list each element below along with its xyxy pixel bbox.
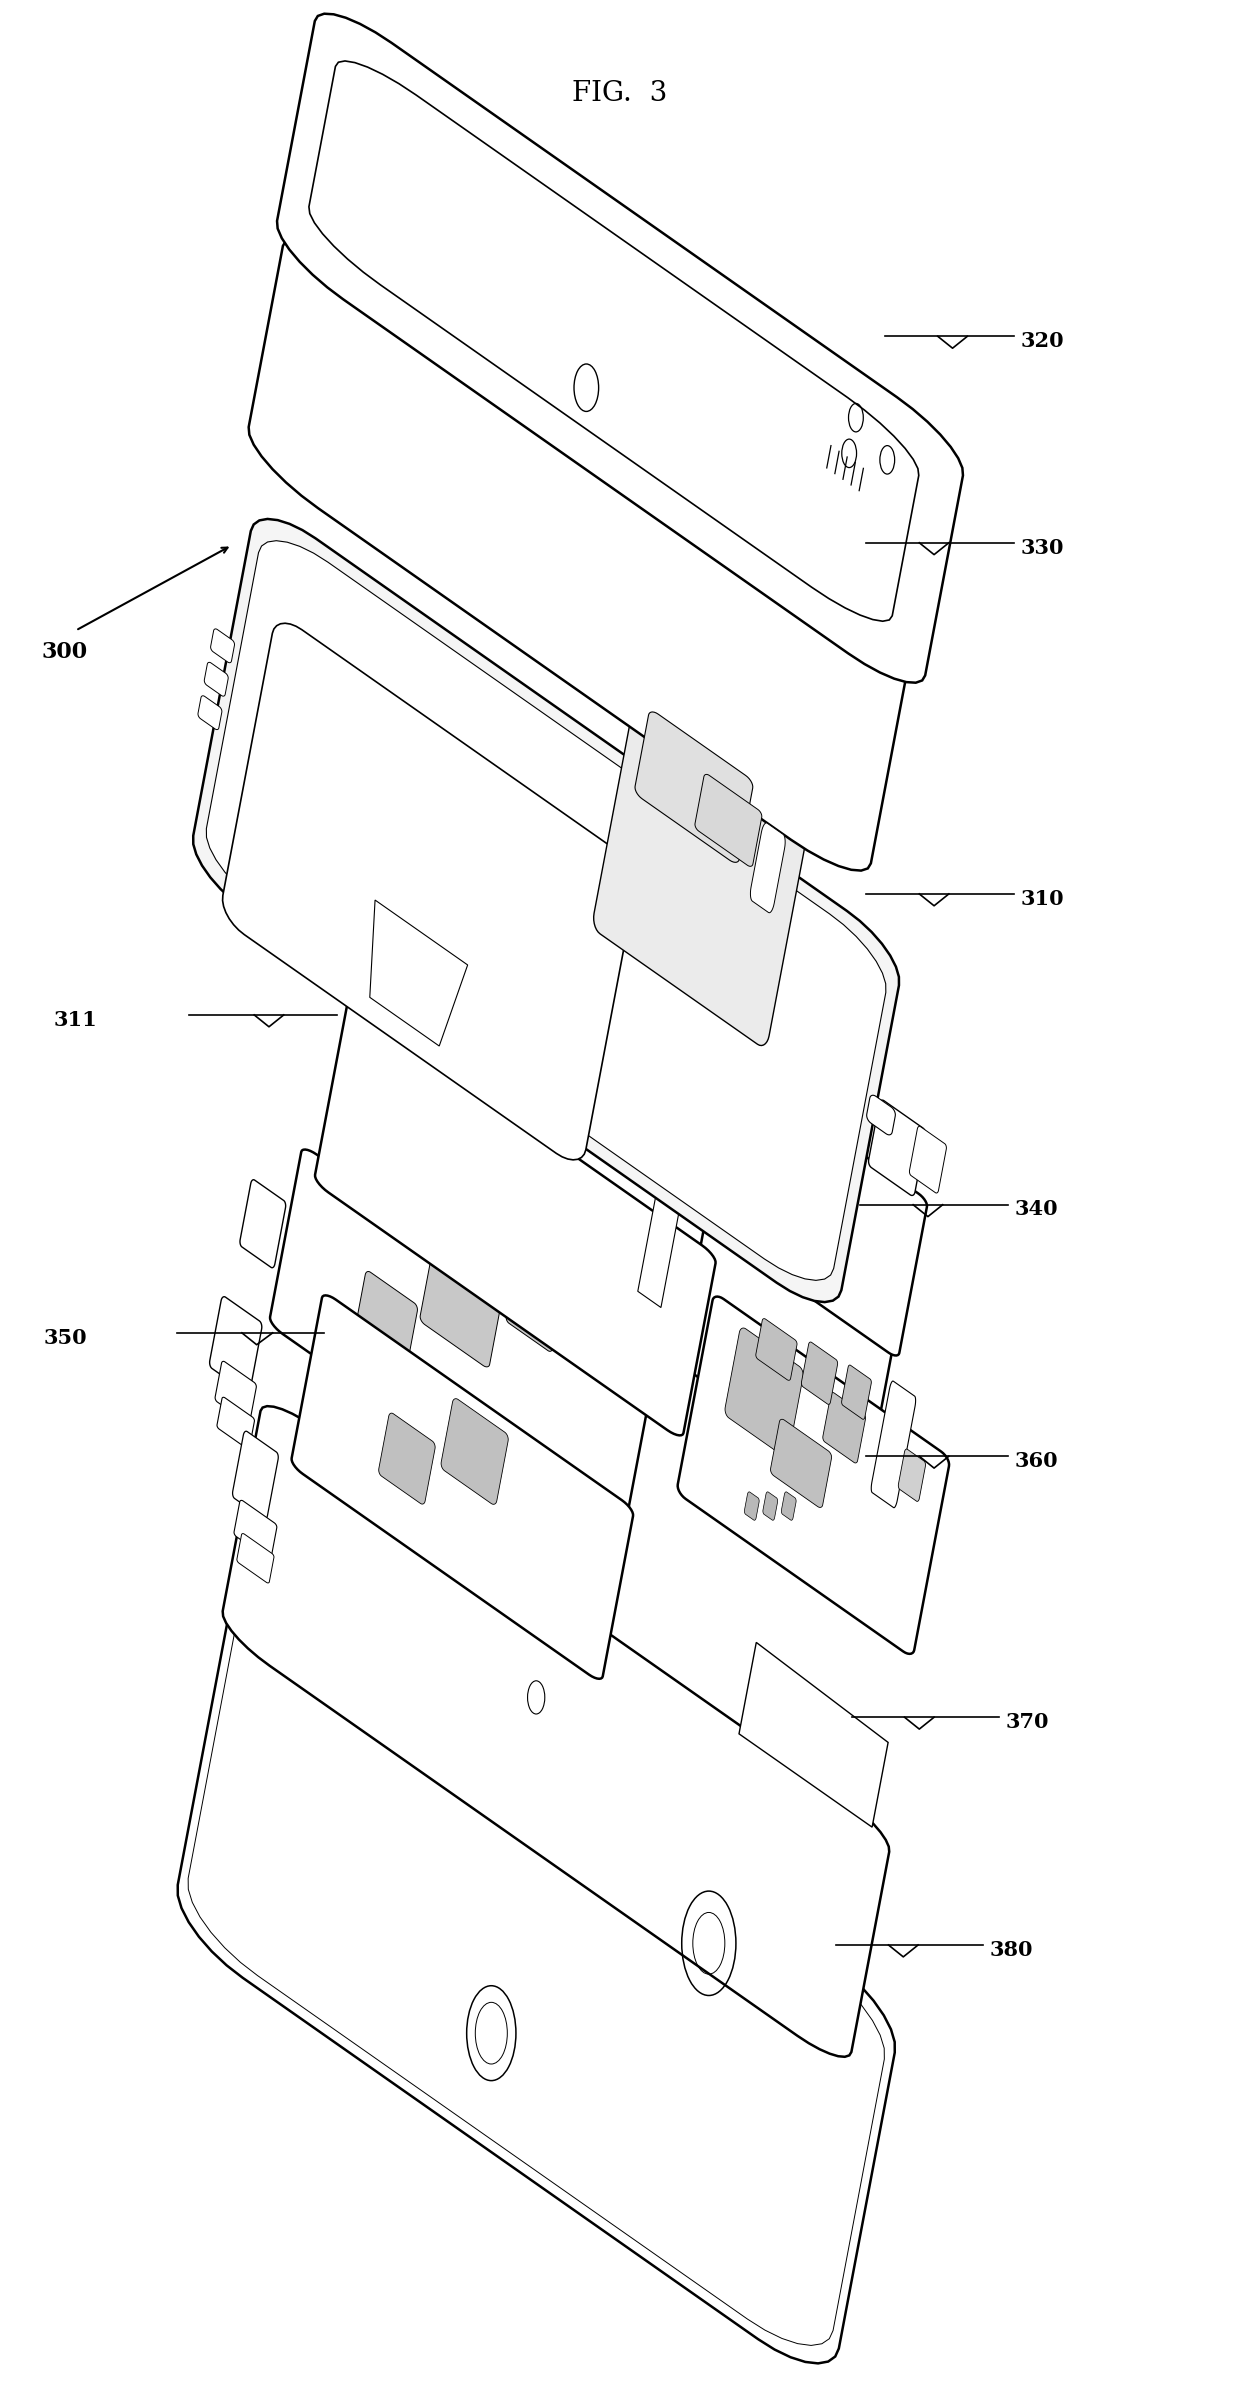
Polygon shape — [237, 1533, 274, 1583]
Text: 320: 320 — [1021, 331, 1064, 350]
Polygon shape — [868, 1100, 926, 1195]
Polygon shape — [635, 712, 753, 862]
Polygon shape — [315, 1002, 715, 1436]
Polygon shape — [420, 1262, 500, 1367]
Polygon shape — [694, 774, 761, 867]
Text: 300: 300 — [41, 640, 87, 662]
Polygon shape — [770, 1419, 832, 1507]
Text: 330: 330 — [1021, 538, 1064, 557]
Polygon shape — [867, 1095, 895, 1136]
Polygon shape — [777, 1079, 808, 1131]
Polygon shape — [249, 238, 905, 871]
Polygon shape — [909, 1126, 946, 1193]
Polygon shape — [277, 14, 963, 683]
Polygon shape — [193, 519, 899, 1302]
Polygon shape — [206, 540, 885, 1281]
Polygon shape — [744, 1493, 759, 1519]
Polygon shape — [378, 1414, 435, 1505]
Polygon shape — [615, 1731, 765, 1979]
Polygon shape — [898, 1450, 925, 1502]
Polygon shape — [241, 1179, 285, 1267]
Polygon shape — [211, 629, 234, 662]
Polygon shape — [730, 1107, 780, 1188]
Polygon shape — [309, 62, 919, 621]
Text: 340: 340 — [1014, 1200, 1058, 1219]
Polygon shape — [680, 1212, 893, 1491]
Polygon shape — [217, 1398, 254, 1448]
Polygon shape — [756, 1319, 797, 1381]
Polygon shape — [234, 1500, 277, 1560]
Polygon shape — [781, 1493, 796, 1519]
Polygon shape — [210, 1298, 262, 1393]
Polygon shape — [823, 1393, 866, 1462]
Polygon shape — [658, 1036, 928, 1355]
Polygon shape — [572, 1267, 620, 1341]
Text: 370: 370 — [1006, 1712, 1049, 1731]
Polygon shape — [355, 1271, 418, 1371]
Polygon shape — [842, 1364, 872, 1419]
Text: 350: 350 — [43, 1329, 87, 1348]
Text: 310: 310 — [1021, 888, 1064, 910]
Text: 360: 360 — [1014, 1450, 1058, 1471]
Polygon shape — [750, 824, 785, 912]
Polygon shape — [739, 1643, 888, 1826]
Text: 311: 311 — [53, 1010, 97, 1029]
Polygon shape — [233, 1431, 278, 1519]
Polygon shape — [784, 1126, 826, 1193]
Polygon shape — [441, 1398, 508, 1505]
Polygon shape — [594, 643, 818, 1045]
Text: FIG.  3: FIG. 3 — [573, 81, 667, 107]
Polygon shape — [270, 1150, 650, 1564]
Polygon shape — [763, 1493, 777, 1519]
Polygon shape — [749, 1083, 787, 1143]
Polygon shape — [198, 695, 222, 729]
Polygon shape — [177, 1574, 895, 2364]
Polygon shape — [812, 1100, 847, 1157]
Polygon shape — [205, 662, 228, 695]
Polygon shape — [637, 1119, 693, 1307]
Polygon shape — [291, 1295, 634, 1679]
Polygon shape — [725, 1329, 804, 1457]
Polygon shape — [801, 1343, 838, 1405]
Polygon shape — [215, 1362, 257, 1424]
Polygon shape — [223, 1407, 889, 2057]
Polygon shape — [188, 1593, 884, 2345]
Polygon shape — [370, 900, 467, 1045]
Polygon shape — [223, 624, 636, 1160]
Polygon shape — [506, 1267, 562, 1352]
Polygon shape — [872, 1381, 915, 1507]
Polygon shape — [678, 1298, 949, 1655]
Text: 380: 380 — [990, 1941, 1033, 1960]
